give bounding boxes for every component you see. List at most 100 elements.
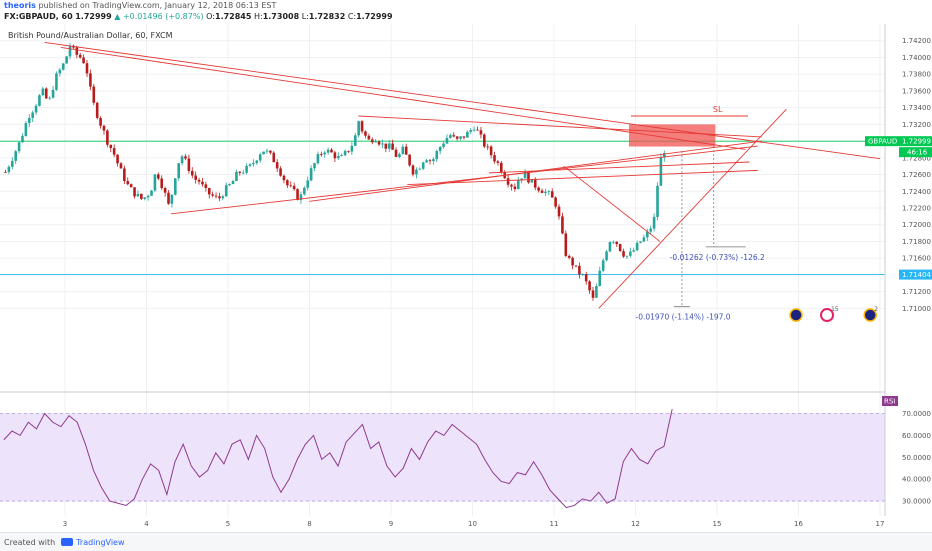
candle-down <box>483 134 486 147</box>
candle-down <box>462 136 466 138</box>
candle-down <box>404 146 408 155</box>
candle-down <box>194 175 197 180</box>
candle-up <box>10 160 14 167</box>
time-tick-label: 17 <box>876 520 885 528</box>
candle-up <box>608 241 612 252</box>
candle-down <box>92 86 96 103</box>
candle-down <box>204 184 208 189</box>
rsi-tick-label: 40.0000 <box>902 476 931 484</box>
candle-up <box>357 121 360 136</box>
candle-down <box>489 146 493 156</box>
rsi-series-line <box>3 409 673 509</box>
trendline <box>407 169 758 186</box>
candle-up <box>652 216 656 229</box>
candle-up <box>180 156 184 164</box>
candle-up <box>432 159 435 162</box>
price-tag: GBPAUD 1.72999 46:16 1.71404 RSI <box>865 136 932 406</box>
candle-up <box>469 130 473 132</box>
candle-down <box>133 187 136 197</box>
candle-down <box>275 162 279 169</box>
support-tag-value: 1.71404 <box>902 271 931 279</box>
candle-down <box>588 281 591 291</box>
candle-down <box>550 191 554 198</box>
candle-down <box>286 180 289 186</box>
candle-down <box>486 146 490 148</box>
rsi-tick-label: 60.0000 <box>902 432 931 440</box>
flag-uk-icon[interactable] <box>820 308 835 323</box>
candle-up <box>595 286 598 298</box>
candle-up <box>136 193 140 197</box>
candle-up <box>153 174 157 191</box>
candle-down <box>272 152 276 163</box>
trendlines[interactable] <box>44 41 881 309</box>
flag-au-icon[interactable] <box>789 308 803 322</box>
candle-up <box>415 169 418 175</box>
candle-up <box>265 150 269 152</box>
close-value: 1.72999 <box>356 12 393 21</box>
candle-up <box>24 123 28 136</box>
candle-down <box>452 135 456 137</box>
price-tick-label: 1.73600 <box>902 87 931 95</box>
candle-down <box>615 241 619 245</box>
candle-up <box>387 143 391 149</box>
candle-down <box>591 290 595 298</box>
candle-down <box>476 129 479 131</box>
candle-down <box>493 155 496 162</box>
candle-down <box>269 150 272 153</box>
stop-loss-zone[interactable] <box>628 124 716 147</box>
price-chart[interactable]: British Pound/Australian Dollar, 60, FXC… <box>0 24 932 532</box>
tradingview-brand[interactable]: TradingView <box>76 537 125 547</box>
author-name[interactable]: theoris <box>4 1 36 10</box>
candle-down <box>333 152 337 159</box>
candle-down <box>296 189 299 200</box>
candle-down <box>75 47 79 55</box>
trendline <box>598 109 787 309</box>
candle-down <box>330 149 333 153</box>
price-axis[interactable]: 1.74200 1.74000 1.73800 1.73600 1.73400 1.732… <box>902 37 931 313</box>
candle-down <box>214 195 218 197</box>
time-tick-label: 16 <box>794 520 803 528</box>
flag-au-icon[interactable] <box>863 308 877 322</box>
footer-bar: Created with TradingView <box>0 532 932 551</box>
candle-up <box>350 145 354 152</box>
candle-up <box>646 231 649 238</box>
price-tag-box <box>865 136 932 147</box>
candle-up <box>38 95 41 106</box>
price-tick-label: 1.74200 <box>902 37 931 45</box>
candle-down <box>567 255 571 258</box>
candle-down <box>384 143 388 149</box>
candle-up <box>425 160 428 163</box>
price-tag-symbol: GBPAUD <box>868 138 897 146</box>
candle-up <box>323 152 327 155</box>
chart-title: British Pound/Australian Dollar, 60, FXC… <box>8 31 173 40</box>
rsi-tick-label: 50.0000 <box>902 454 931 462</box>
candle-down <box>533 179 537 188</box>
candle-up <box>146 195 150 198</box>
candle-down <box>408 154 411 166</box>
candle-up <box>601 260 605 271</box>
candle-down <box>95 102 99 118</box>
economic-events[interactable]: 15 2 <box>789 306 878 323</box>
rsi-tag-box <box>882 396 898 406</box>
measure-tools[interactable] <box>673 146 746 308</box>
price-tick-label: 1.72800 <box>902 154 931 162</box>
publish-header: theoris published on TradingView.com, Ja… <box>4 1 276 10</box>
candle-down <box>207 188 211 195</box>
candle-down <box>116 154 119 164</box>
candle-up <box>245 165 248 173</box>
candle-up <box>598 270 602 287</box>
candle-down <box>109 144 113 149</box>
candle-down <box>320 153 323 155</box>
candle-up <box>228 184 231 186</box>
candle-up <box>41 88 45 96</box>
candle-up <box>306 180 310 188</box>
candle-down <box>537 187 540 191</box>
created-with-label: Created with <box>4 537 56 547</box>
time-axis[interactable]: 3 4 5 8 9 10 11 12 15 16 17 <box>63 520 885 528</box>
candle-down <box>187 158 191 171</box>
candle-down <box>455 136 459 139</box>
tradingview-logo-icon[interactable] <box>61 538 74 546</box>
candle-up <box>313 163 316 169</box>
candle-down <box>513 186 517 190</box>
rsi-axis[interactable]: 70.0000 60.0000 50.0000 40.0000 30.0000 <box>902 410 931 506</box>
